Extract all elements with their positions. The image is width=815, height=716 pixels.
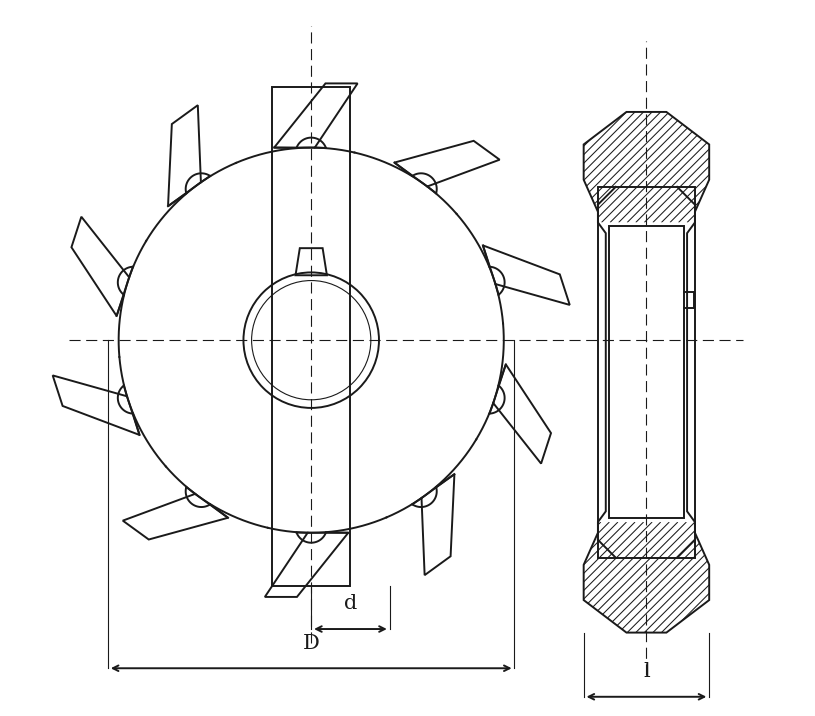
Bar bbox=[610, 226, 684, 518]
Bar bbox=[598, 187, 695, 558]
Bar bbox=[272, 87, 350, 586]
Text: D: D bbox=[303, 634, 319, 652]
Text: l: l bbox=[643, 662, 650, 681]
Text: d: d bbox=[344, 594, 357, 614]
